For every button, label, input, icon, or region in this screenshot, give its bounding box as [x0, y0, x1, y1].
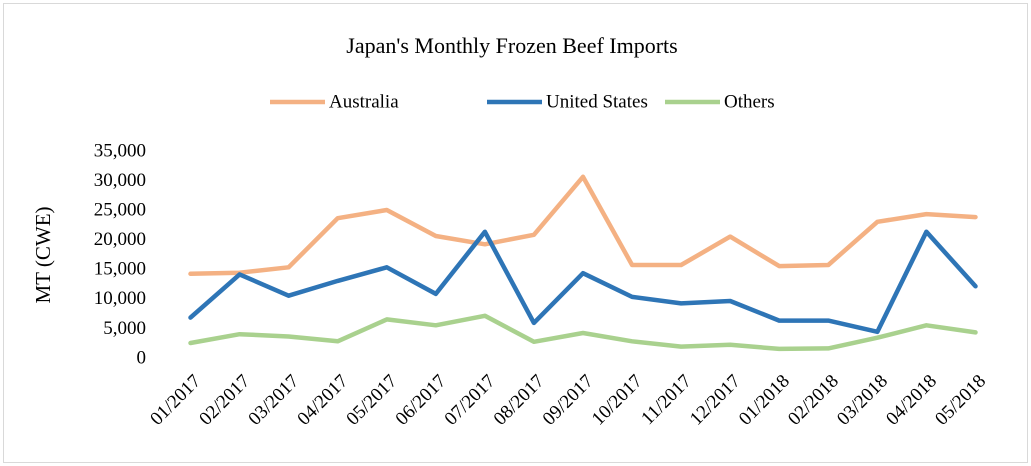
y-tick-label: 20,000 — [94, 229, 146, 250]
y-tick-label: 35,000 — [94, 140, 146, 161]
y-tick-label: 15,000 — [94, 259, 146, 280]
legend-label: Australia — [329, 91, 399, 112]
series-line — [188, 229, 978, 335]
y-tick-label: 25,000 — [94, 200, 146, 221]
y-axis-label: MT (CWE) — [31, 206, 55, 303]
legend-label: Others — [724, 91, 775, 112]
chart-title: Japan's Monthly Frozen Beef Imports — [346, 33, 677, 58]
series-line — [188, 313, 978, 352]
y-tick-label: 10,000 — [94, 288, 146, 309]
y-tick-label: 30,000 — [94, 170, 146, 191]
y-tick-label: 0 — [137, 347, 147, 368]
chart-border — [3, 3, 1028, 463]
series-line — [188, 174, 978, 277]
legend-label: United States — [546, 91, 648, 112]
y-tick-label: 5,000 — [103, 318, 146, 339]
